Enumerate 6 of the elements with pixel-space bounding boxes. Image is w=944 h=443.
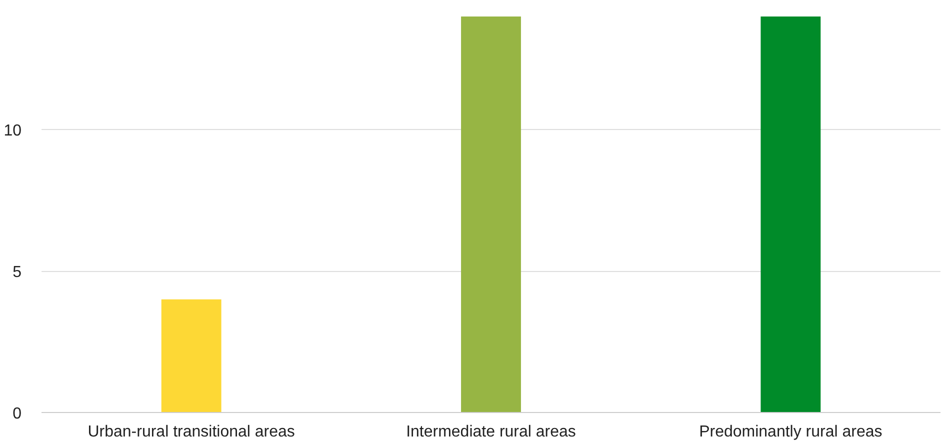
x-tick-label: Intermediate rural areas [406, 424, 576, 440]
x-tick-label: Predominantly rural areas [699, 424, 882, 440]
y-tick-label: 5 [12, 264, 22, 282]
y-tick-label: 0 [12, 406, 22, 422]
x-tick-label: Urban-rural transitional areas [88, 424, 295, 440]
y-tick-label: 10 [4, 122, 22, 140]
